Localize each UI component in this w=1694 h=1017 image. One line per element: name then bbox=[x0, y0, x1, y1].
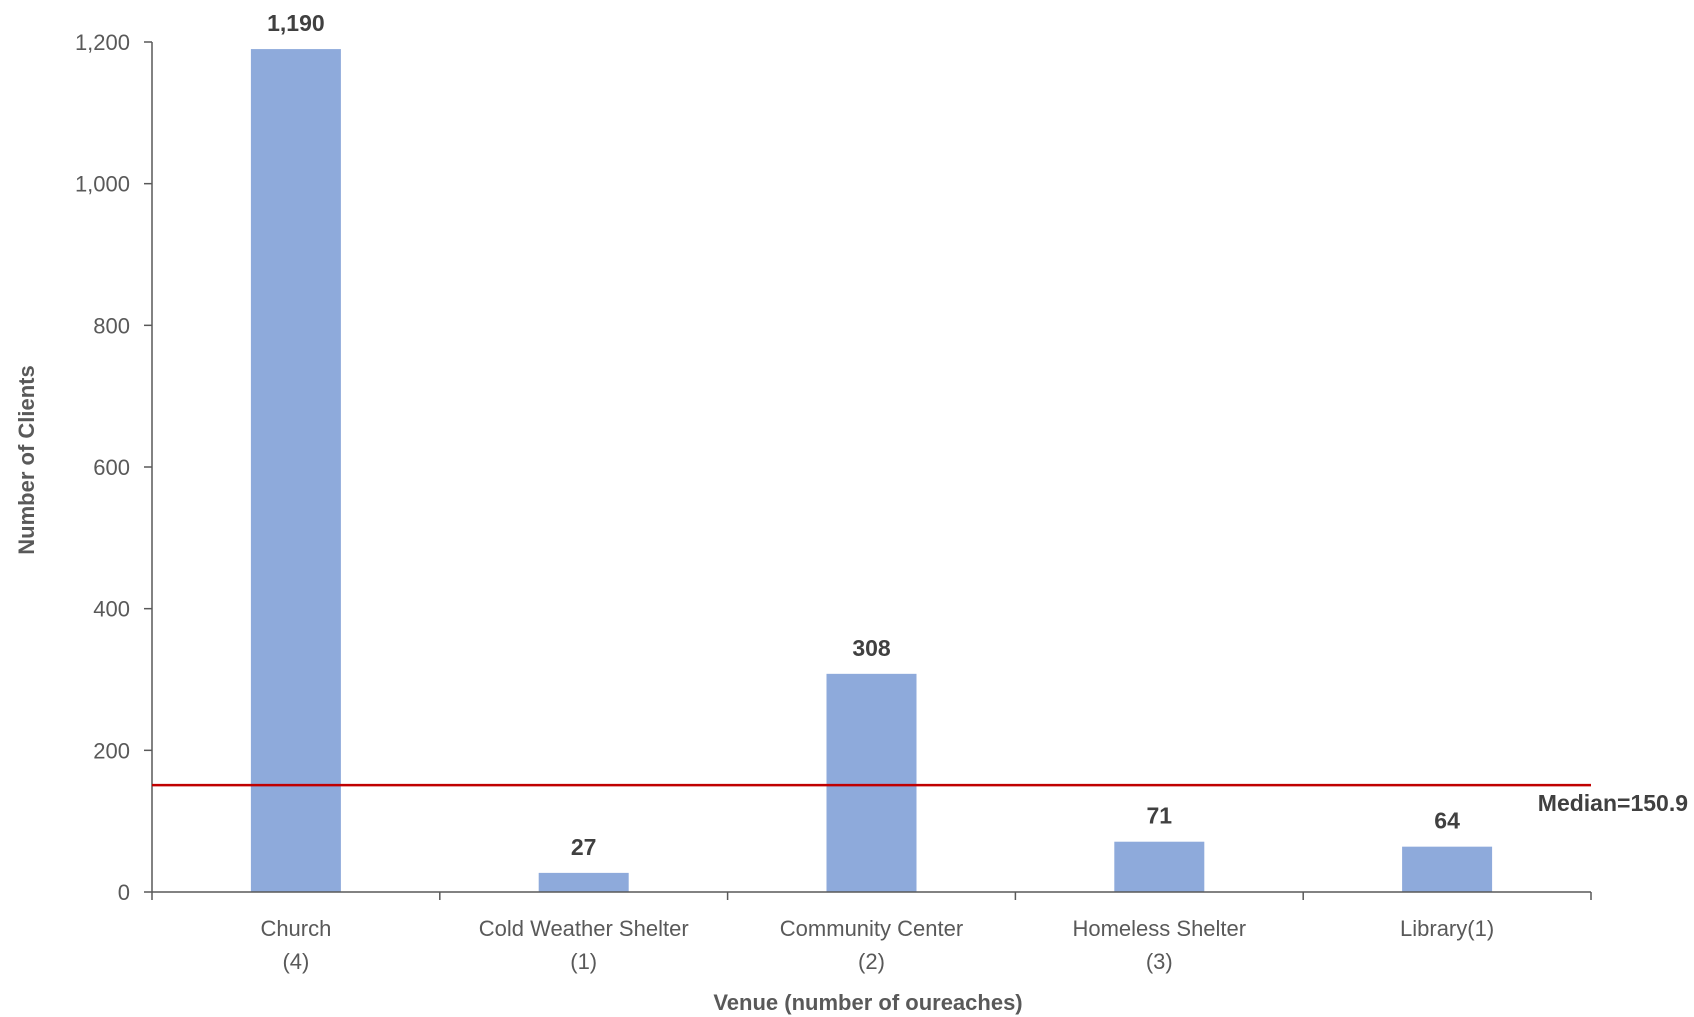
bar-value-label: 64 bbox=[1434, 808, 1460, 834]
y-tick-label: 400 bbox=[93, 597, 130, 622]
x-axis: Church (4) Cold Weather Shelter (1) Communit… bbox=[151, 891, 1592, 974]
bar bbox=[1114, 841, 1205, 892]
y-tick-label: 0 bbox=[118, 880, 130, 905]
bar-value-label: 308 bbox=[852, 635, 891, 661]
x-category-label: (1) bbox=[570, 949, 597, 974]
median-line-group: Median=150.9 bbox=[152, 783, 1688, 816]
bar bbox=[826, 673, 917, 892]
x-category-label: (2) bbox=[858, 949, 885, 974]
x-category-label: Library(1) bbox=[1400, 916, 1494, 941]
y-tick-label: 1,200 bbox=[75, 30, 130, 55]
x-category-label: Church bbox=[260, 916, 331, 941]
y-tick-label: 600 bbox=[93, 455, 130, 480]
y-axis: 0 200 400 600 800 1,000 1,200 bbox=[75, 30, 153, 905]
bar bbox=[538, 872, 629, 892]
bar-value-label: 1,190 bbox=[267, 10, 325, 36]
bar-value-label: 71 bbox=[1147, 803, 1173, 829]
median-label: Median=150.9 bbox=[1538, 790, 1688, 816]
bar-value-label: 27 bbox=[571, 834, 597, 860]
y-axis-title: Number of Clients bbox=[14, 365, 39, 554]
bar bbox=[1402, 846, 1493, 892]
x-category-label: Cold Weather Shelter bbox=[479, 916, 689, 941]
bars: 1,190 27 308 71 64 bbox=[250, 10, 1493, 893]
x-category-label: Homeless Shelter bbox=[1072, 916, 1246, 941]
y-tick-label: 1,000 bbox=[75, 172, 130, 197]
y-tick-label: 200 bbox=[93, 738, 130, 763]
x-axis-title: Venue (number of oureaches) bbox=[713, 990, 1022, 1015]
bar bbox=[250, 49, 341, 893]
y-tick-label: 800 bbox=[93, 313, 130, 338]
x-category-label: Community Center bbox=[780, 916, 963, 941]
x-category-label: (3) bbox=[1146, 949, 1173, 974]
x-category-label: (4) bbox=[282, 949, 309, 974]
